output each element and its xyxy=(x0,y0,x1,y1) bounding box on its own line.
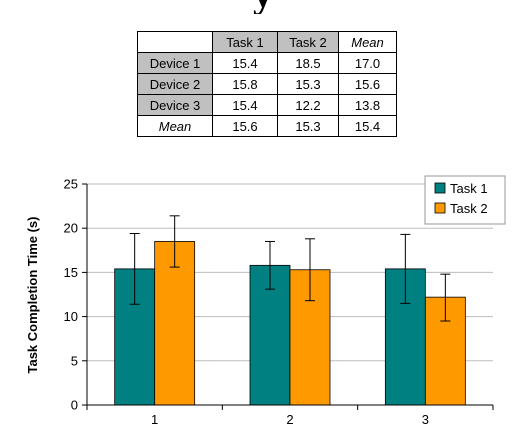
y-tick-label: 25 xyxy=(64,177,78,192)
bars xyxy=(115,241,466,405)
table-cell: 15.3 xyxy=(278,74,339,95)
legend-label-task2: Task 2 xyxy=(450,201,488,216)
table-cell: 15.4 xyxy=(339,116,397,137)
bar-chart: 0 5 10 15 20 25 1 2 3 Task Completion Time (s) T… xyxy=(0,160,525,444)
y-tick-label: 10 xyxy=(64,309,78,324)
table-corner-cell xyxy=(138,32,213,53)
table-cell: 15.8 xyxy=(213,74,278,95)
table-cell: 13.8 xyxy=(339,95,397,116)
table-cell: 15.4 xyxy=(213,53,278,74)
row-header: Device 3 xyxy=(138,95,213,116)
table-cell: 15.6 xyxy=(213,116,278,137)
legend-swatch-task2 xyxy=(435,203,445,213)
table-row: Device 3 15.4 12.2 13.8 xyxy=(138,95,397,116)
row-header: Device 1 xyxy=(138,53,213,74)
table-cell: 15.4 xyxy=(213,95,278,116)
x-tick-label: 1 xyxy=(151,412,158,427)
table-cell: 15.3 xyxy=(278,116,339,137)
column-header-mean: Mean xyxy=(339,32,397,53)
y-tick-label: 5 xyxy=(71,353,78,368)
legend-swatch-task1 xyxy=(435,183,445,193)
row-header-mean: Mean xyxy=(138,116,213,137)
table-cell: 18.5 xyxy=(278,53,339,74)
y-tick-label: 0 xyxy=(71,398,78,413)
table-cell: 12.2 xyxy=(278,95,339,116)
x-tick-label: 2 xyxy=(286,412,293,427)
column-header-task1: Task 1 xyxy=(213,32,278,53)
table-row: Device 2 15.8 15.3 15.6 xyxy=(138,74,397,95)
table-header-row: Task 1 Task 2 Mean xyxy=(138,32,397,53)
table-cell: 17.0 xyxy=(339,53,397,74)
table-row: Mean 15.6 15.3 15.4 xyxy=(138,116,397,137)
table-row: Device 1 15.4 18.5 17.0 xyxy=(138,53,397,74)
row-header: Device 2 xyxy=(138,74,213,95)
x-tick-label: 3 xyxy=(422,412,429,427)
table-cell: 15.6 xyxy=(339,74,397,95)
legend: Task 1 Task 2 xyxy=(425,176,505,224)
summary-table: Task 1 Task 2 Mean Device 1 15.4 18.5 17… xyxy=(137,31,397,137)
y-tick-label: 15 xyxy=(64,265,78,280)
legend-label-task1: Task 1 xyxy=(450,181,488,196)
y-tick-label: 20 xyxy=(64,221,78,236)
title-fragment-graphic: y xyxy=(188,0,338,14)
y-axis-label: Task Completion Time (s) xyxy=(25,217,40,374)
column-header-task2: Task 2 xyxy=(278,32,339,53)
